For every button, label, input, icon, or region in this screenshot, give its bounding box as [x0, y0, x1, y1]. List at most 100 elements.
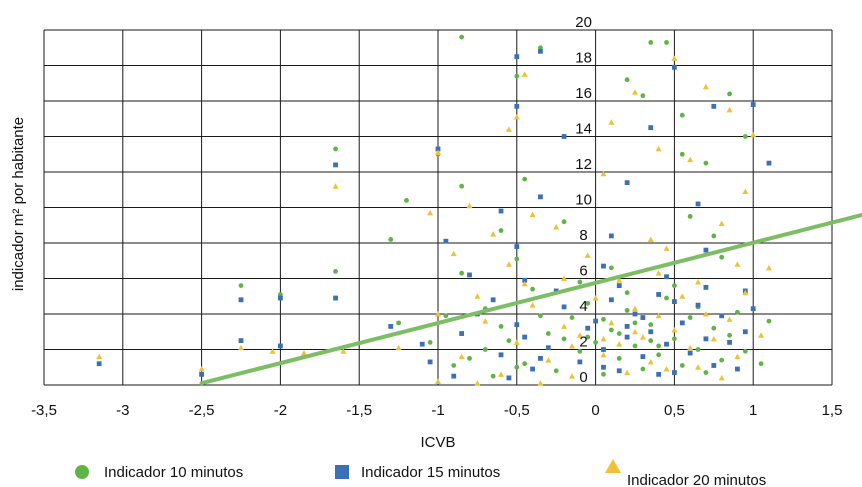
legend-marker-circle-icon [75, 465, 89, 479]
point-s2-10 [702, 83, 709, 90]
point-s0-50 [679, 363, 685, 368]
point-s1-63 [522, 334, 528, 340]
point-s2-51 [639, 334, 646, 340]
point-s0-25 [459, 270, 465, 276]
point-s2-76 [632, 328, 638, 335]
point-s1-27 [522, 277, 528, 283]
point-s1-47 [648, 329, 654, 335]
point-s0-65 [577, 279, 583, 285]
x-tick-label-0: -3,5 [31, 402, 57, 419]
point-s0-12 [404, 198, 409, 203]
point-s0-9 [679, 112, 685, 118]
point-s0-52 [695, 347, 701, 352]
point-s2-65 [758, 332, 765, 338]
point-s2-6 [513, 113, 520, 120]
point-s2-14 [608, 119, 615, 125]
point-s1-0 [96, 361, 102, 367]
point-s0-61 [498, 324, 504, 329]
point-s0-53 [703, 370, 709, 375]
point-s2-46 [600, 351, 607, 358]
point-s1-65 [585, 325, 591, 331]
point-s1-57 [727, 340, 732, 345]
point-s0-45 [640, 366, 646, 372]
y-axis-ticks: 0 2 4 6 8 10 12 14 16 18 20 [575, 14, 592, 386]
point-s1-62 [490, 297, 496, 303]
point-s1-15 [498, 208, 504, 214]
point-s2-68 [561, 275, 568, 281]
point-s1-44 [624, 334, 630, 340]
point-s0-38 [585, 300, 591, 306]
point-s2-15 [655, 145, 662, 152]
data-points [96, 34, 772, 386]
point-s1-71 [451, 373, 457, 379]
point-s1-66 [616, 283, 622, 288]
legend: Indicador 10 minutos Indicador 15 minuto… [75, 459, 766, 487]
point-s1-8 [514, 103, 520, 109]
point-s0-27 [608, 265, 614, 271]
point-s0-36 [569, 315, 575, 320]
point-s0-16 [703, 160, 709, 166]
point-s2-8 [671, 55, 678, 61]
point-s2-74 [537, 380, 544, 386]
point-s1-31 [388, 324, 394, 329]
point-s0-68 [648, 338, 654, 344]
y-tick-label-5: 10 [575, 192, 592, 209]
point-s2-7 [521, 71, 528, 77]
point-s0-24 [711, 233, 717, 239]
point-s1-25 [703, 247, 709, 253]
point-s1-16 [538, 194, 543, 200]
point-s2-30 [505, 261, 512, 267]
point-s1-60 [750, 306, 756, 312]
point-s2-45 [592, 295, 599, 301]
point-s0-5 [664, 40, 669, 45]
point-s0-56 [727, 332, 732, 338]
point-s2-73 [474, 380, 481, 386]
point-s1-49 [664, 341, 669, 347]
legend-label-10-minutos: Indicador 10 minutos [104, 464, 243, 481]
point-s2-35 [435, 311, 441, 317]
point-s0-57 [735, 309, 740, 315]
point-s0-10 [727, 91, 732, 97]
point-s0-58 [742, 348, 748, 354]
point-s0-55 [719, 357, 725, 363]
point-s1-67 [640, 315, 646, 320]
point-s2-69 [616, 277, 623, 283]
point-s0-22 [561, 219, 567, 225]
point-s2-57 [687, 344, 694, 351]
point-s2-40 [529, 302, 536, 308]
point-s0-44 [632, 343, 638, 349]
point-s0-32 [506, 338, 512, 344]
point-s1-56 [719, 313, 725, 319]
x-tick-label-2: -2,5 [189, 402, 215, 419]
point-s1-2 [238, 338, 244, 344]
point-s2-18 [600, 170, 607, 177]
point-s1-3 [278, 343, 283, 349]
point-s2-17 [529, 211, 536, 218]
point-s1-53 [695, 302, 701, 308]
point-s1-75 [624, 324, 630, 329]
point-s0-0 [333, 146, 338, 152]
x-tick-label-10: 1,5 [822, 402, 843, 419]
point-s1-6 [514, 54, 520, 60]
point-s1-40 [593, 318, 598, 324]
point-s1-18 [695, 201, 701, 207]
point-s1-59 [742, 329, 748, 335]
point-s0-47 [656, 352, 662, 358]
point-s2-3 [269, 348, 276, 354]
point-s0-15 [679, 151, 685, 157]
point-s1-9 [672, 64, 677, 70]
point-s0-11 [742, 134, 748, 139]
point-s2-63 [734, 353, 741, 360]
y-tick-label-2: 4 [579, 298, 587, 315]
point-s1-48 [656, 292, 662, 297]
point-s1-34 [498, 352, 504, 358]
x-tick-label-3: -2 [274, 402, 287, 419]
point-s2-12 [750, 131, 757, 138]
point-s0-6 [514, 73, 520, 79]
point-s0-49 [672, 336, 677, 342]
point-s2-62 [726, 316, 733, 322]
point-s1-69 [703, 284, 709, 290]
point-s1-5 [435, 146, 441, 152]
point-s0-75 [427, 340, 433, 345]
point-s0-8 [640, 93, 646, 99]
